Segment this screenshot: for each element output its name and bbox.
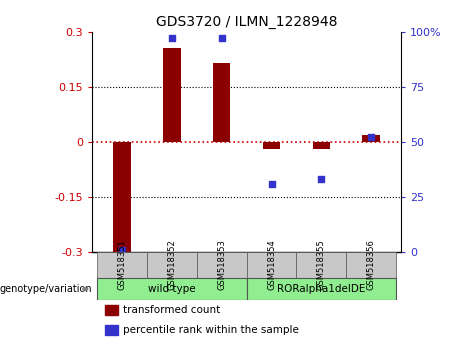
Bar: [213, 63, 230, 142]
Text: GSM518356: GSM518356: [366, 240, 376, 291]
Point: [268, 181, 275, 187]
Text: RORalpha1delDE: RORalpha1delDE: [277, 284, 366, 294]
Bar: [97, 252, 147, 278]
Bar: [247, 278, 396, 300]
Text: wild type: wild type: [148, 284, 196, 294]
Bar: [362, 135, 380, 142]
Bar: [105, 305, 118, 315]
Bar: [247, 252, 296, 278]
Point: [168, 36, 176, 41]
Bar: [113, 142, 131, 254]
Text: GSM518354: GSM518354: [267, 240, 276, 290]
Bar: [163, 48, 181, 142]
Text: percentile rank within the sample: percentile rank within the sample: [123, 325, 299, 335]
Text: GSM518355: GSM518355: [317, 240, 326, 290]
Bar: [296, 252, 346, 278]
Bar: [313, 142, 330, 149]
Bar: [105, 325, 118, 335]
Text: transformed count: transformed count: [123, 305, 220, 315]
Bar: [147, 252, 197, 278]
Title: GDS3720 / ILMN_1228948: GDS3720 / ILMN_1228948: [156, 16, 337, 29]
Point: [118, 247, 126, 252]
Point: [218, 36, 225, 41]
Point: [318, 176, 325, 182]
Bar: [346, 252, 396, 278]
Text: GSM518353: GSM518353: [217, 240, 226, 291]
Text: GSM518351: GSM518351: [118, 240, 127, 290]
Bar: [97, 278, 247, 300]
Text: GSM518352: GSM518352: [167, 240, 177, 290]
Bar: [197, 252, 247, 278]
Text: genotype/variation: genotype/variation: [0, 284, 92, 294]
Point: [367, 135, 375, 140]
Bar: [263, 142, 280, 149]
